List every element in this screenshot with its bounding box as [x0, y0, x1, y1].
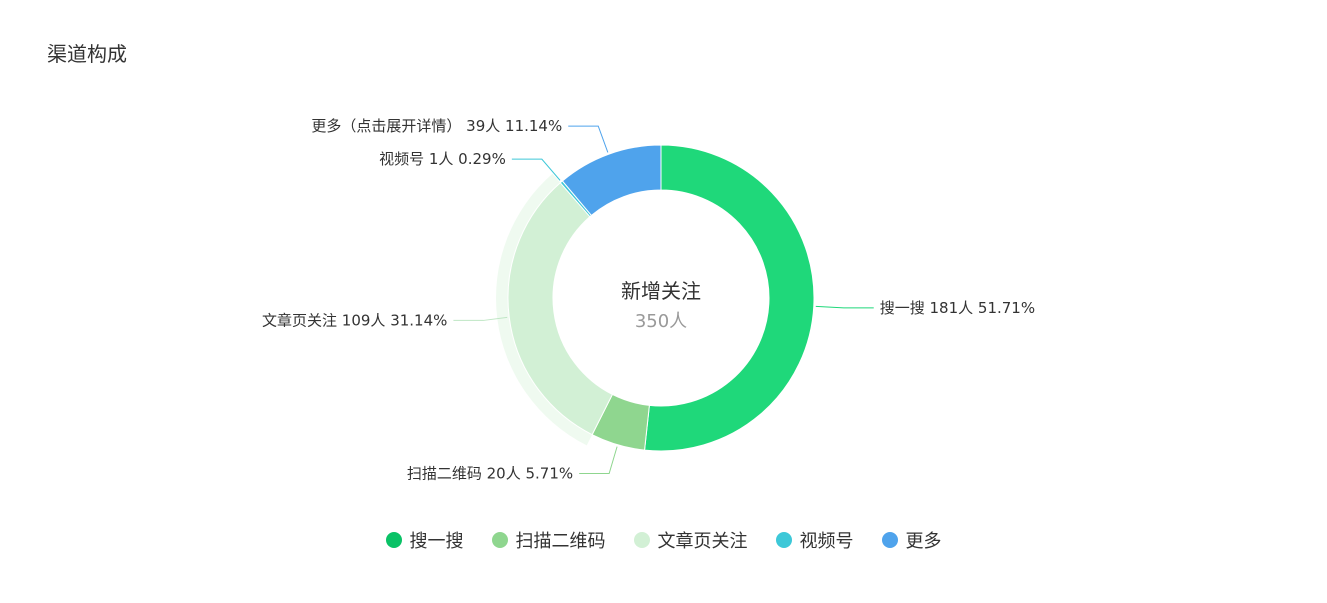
- legend-label: 更多: [905, 531, 942, 552]
- legend-marker: [881, 532, 898, 548]
- data-label: 视频号 1人 0.29%: [379, 150, 506, 168]
- legend-label: 搜一搜: [409, 531, 464, 552]
- legend-marker: [775, 532, 792, 548]
- legend-label: 视频号: [799, 531, 854, 552]
- page-title: 渠道构成: [47, 42, 127, 66]
- legend-item-more[interactable]: 更多: [881, 527, 942, 553]
- legend-item-sousuo[interactable]: 搜一搜: [385, 527, 464, 553]
- data-label: 扫描二维码 20人 5.71%: [407, 465, 573, 483]
- legend-marker: [385, 532, 402, 548]
- center-value: 350人: [635, 311, 687, 332]
- center-label: 新增关注: [621, 279, 701, 303]
- chart-legend: 搜一搜 扫描二维码 文章页关注 视频号 更多: [0, 526, 1327, 554]
- leader-line: [568, 125, 609, 153]
- pie-slice[interactable]: [561, 144, 662, 217]
- legend-label: 文章页关注: [657, 531, 748, 552]
- leader-line: [815, 305, 874, 309]
- data-label: 更多（点击展开详情） 39人 11.14%: [311, 117, 562, 135]
- legend-item-qrcode[interactable]: 扫描二维码: [491, 527, 606, 553]
- pie-slice[interactable]: [507, 182, 614, 436]
- legend-item-article[interactable]: 文章页关注: [633, 527, 748, 553]
- pie-slice[interactable]: [644, 144, 815, 452]
- leader-line: [453, 316, 508, 321]
- legend-marker: [633, 532, 650, 548]
- legend-marker: [491, 532, 508, 548]
- legend-item-channels[interactable]: 视频号: [775, 527, 854, 553]
- data-label: 文章页关注 109人 31.14%: [262, 311, 447, 329]
- legend-label: 扫描二维码: [515, 531, 606, 552]
- leader-line: [579, 446, 618, 475]
- leader-line: [511, 158, 561, 181]
- donut-chart: 搜一搜 181人 51.71% 扫描二维码 20人 5.71% 文章页关注 109人…: [262, 117, 1035, 483]
- data-label: 搜一搜 181人 51.71%: [880, 299, 1035, 317]
